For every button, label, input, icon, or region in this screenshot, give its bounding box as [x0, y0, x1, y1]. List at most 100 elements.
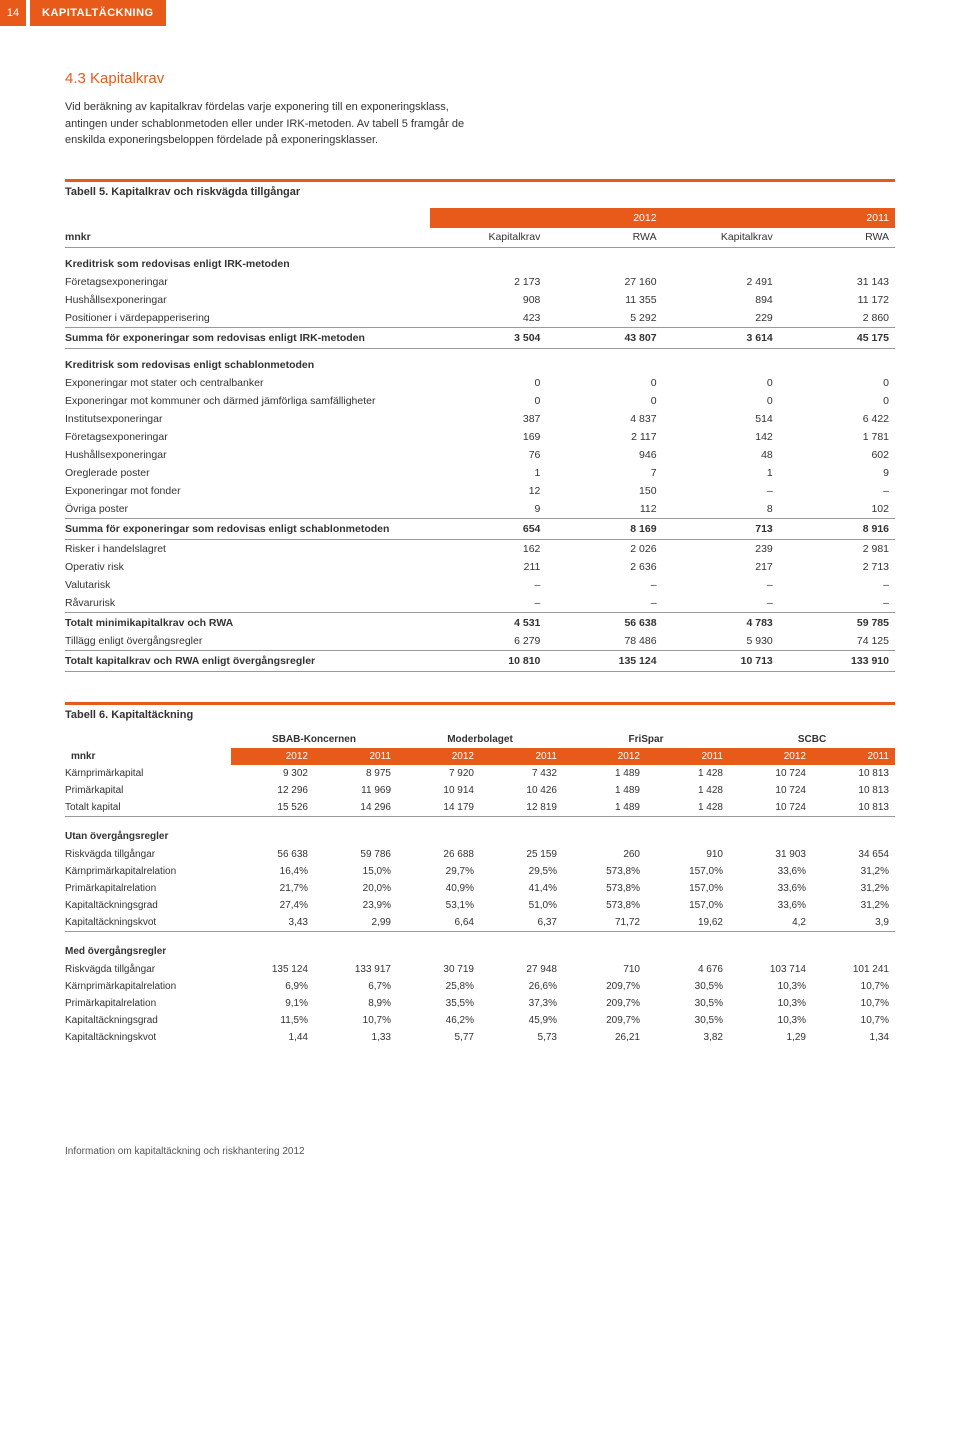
- table-cell: 908: [430, 291, 546, 309]
- table-cell: 27 948: [480, 961, 563, 978]
- table-cell: 21,7%: [231, 880, 314, 897]
- footer-text: Information om kapitaltäckning och riskh…: [0, 1146, 960, 1157]
- table-cell: 8,9%: [314, 995, 397, 1012]
- table-cell: 15,0%: [314, 863, 397, 880]
- table-cell: 4 783: [663, 612, 779, 632]
- table-cell: 209,7%: [563, 995, 646, 1012]
- table-cell: 29,7%: [397, 863, 480, 880]
- table-cell: 4 676: [646, 961, 729, 978]
- table-cell: 11 355: [546, 291, 662, 309]
- table-cell: Positioner i värdepapperisering: [65, 309, 430, 328]
- table-row: Kapitaltäckningsgrad27,4%23,9%53,1%51,0%…: [65, 897, 895, 914]
- table-row: Operativ risk2112 6362172 713: [65, 558, 895, 576]
- table-cell: 11 172: [779, 291, 895, 309]
- table5-rule: [65, 179, 895, 182]
- table-row: Hushållsexponeringar90811 35589411 172: [65, 291, 895, 309]
- table-row: Kärnprimärkapitalrelation6,9%6,7%25,8%26…: [65, 978, 895, 995]
- table-cell: Summa för exponeringar som redovisas enl…: [65, 327, 430, 348]
- table-row: Totalt kapital15 52614 29614 17912 8191 …: [65, 799, 895, 817]
- table-cell: 112: [546, 500, 662, 519]
- table-cell: 30,5%: [646, 978, 729, 995]
- table-cell: 102: [779, 500, 895, 519]
- table-row: Exponeringar mot kommuner och därmed jäm…: [65, 392, 895, 410]
- table-cell: Råvarurisk: [65, 594, 430, 613]
- table6-rule: [65, 702, 895, 705]
- table-cell: 25 159: [480, 846, 563, 863]
- table-cell: Kapitaltäckningskvot: [65, 914, 231, 932]
- table-cell: 5,73: [480, 1029, 563, 1046]
- table-cell: Oreglerade poster: [65, 464, 430, 482]
- table-cell: 78 486: [546, 632, 662, 651]
- table-cell: 1,34: [812, 1029, 895, 1046]
- table-cell: 0: [430, 392, 546, 410]
- table-cell: Summa för exponeringar som redovisas enl…: [65, 518, 430, 539]
- table-cell: –: [779, 482, 895, 500]
- table5-col-2: Kapitalkrav: [663, 228, 779, 248]
- table6-group-1: Moderbolaget: [397, 731, 563, 748]
- table-cell: 10 713: [663, 650, 779, 671]
- table-row: Summa för exponeringar som redovisas enl…: [65, 518, 895, 539]
- table6-y3: 2011: [480, 748, 563, 765]
- table-section-label: Med övergångsregler: [65, 931, 895, 961]
- table-row: Företagsexponeringar1692 1171421 781: [65, 428, 895, 446]
- table-cell: 14 179: [397, 799, 480, 817]
- table-row: Exponeringar mot stater och centralbanke…: [65, 374, 895, 392]
- table-cell: 946: [546, 446, 662, 464]
- table-cell: 5 930: [663, 632, 779, 651]
- table-cell: 46,2%: [397, 1012, 480, 1029]
- table-section-label: Utan övergångsregler: [65, 816, 895, 846]
- table6-y1: 2011: [314, 748, 397, 765]
- table-cell: 0: [430, 374, 546, 392]
- table-cell: 31 903: [729, 846, 812, 863]
- table-cell: 53,1%: [397, 897, 480, 914]
- table-cell: 48: [663, 446, 779, 464]
- table-cell: 713: [663, 518, 779, 539]
- table-cell: 34 654: [812, 846, 895, 863]
- table5-caption: Tabell 5. Kapitalkrav och riskvägda till…: [65, 186, 895, 198]
- table-cell: 6,64: [397, 914, 480, 932]
- table6-mnkr: mnkr: [65, 748, 231, 765]
- table-cell: 2 026: [546, 539, 662, 558]
- table-cell: 10,3%: [729, 1012, 812, 1029]
- table-cell: Kärnprimärkapitalrelation: [65, 978, 231, 995]
- table-cell: 1,44: [231, 1029, 314, 1046]
- table-cell: 157,0%: [646, 863, 729, 880]
- table-cell: 26 688: [397, 846, 480, 863]
- table-cell: 10 813: [812, 782, 895, 799]
- table-cell: Valutarisk: [65, 576, 430, 594]
- table-cell: 59 786: [314, 846, 397, 863]
- table-cell: 12 296: [231, 782, 314, 799]
- table-cell: 8 975: [314, 765, 397, 782]
- table-section-label: Kreditrisk som redovisas enligt schablon…: [65, 348, 895, 374]
- table-cell: Institutsexponeringar: [65, 410, 430, 428]
- table6-y4: 2012: [563, 748, 646, 765]
- table-cell: –: [430, 594, 546, 613]
- table-cell: 101 241: [812, 961, 895, 978]
- table-cell: 2 491: [663, 273, 779, 291]
- table-cell: 169: [430, 428, 546, 446]
- table-cell: 6,9%: [231, 978, 314, 995]
- table-cell: 76: [430, 446, 546, 464]
- table-row: Kapitaltäckningskvot3,432,996,646,3771,7…: [65, 914, 895, 932]
- table-cell: 4 531: [430, 612, 546, 632]
- table-cell: 11 969: [314, 782, 397, 799]
- table-cell: 2 981: [779, 539, 895, 558]
- table-cell: Totalt minimikapitalkrav och RWA: [65, 612, 430, 632]
- table-cell: Kärnprimärkapitalrelation: [65, 863, 231, 880]
- table-cell: 0: [663, 392, 779, 410]
- table-cell: 2 636: [546, 558, 662, 576]
- table-row: Valutarisk––––: [65, 576, 895, 594]
- table-row: Riskvägda tillgångar56 63859 78626 68825…: [65, 846, 895, 863]
- table-row: Tillägg enligt övergångsregler6 27978 48…: [65, 632, 895, 651]
- table-cell: 3 614: [663, 327, 779, 348]
- table-cell: –: [779, 594, 895, 613]
- table-cell: 209,7%: [563, 978, 646, 995]
- table-row: Totalt kapitalkrav och RWA enligt övergå…: [65, 650, 895, 671]
- table-cell: 12: [430, 482, 546, 500]
- table-cell: 211: [430, 558, 546, 576]
- table5-year-header: 2012 2011: [65, 208, 895, 228]
- table5-col-header: mnkr Kapitalkrav RWA Kapitalkrav RWA: [65, 228, 895, 248]
- table-cell: Risker i handelslagret: [65, 539, 430, 558]
- table-cell: –: [779, 576, 895, 594]
- table-cell: 103 714: [729, 961, 812, 978]
